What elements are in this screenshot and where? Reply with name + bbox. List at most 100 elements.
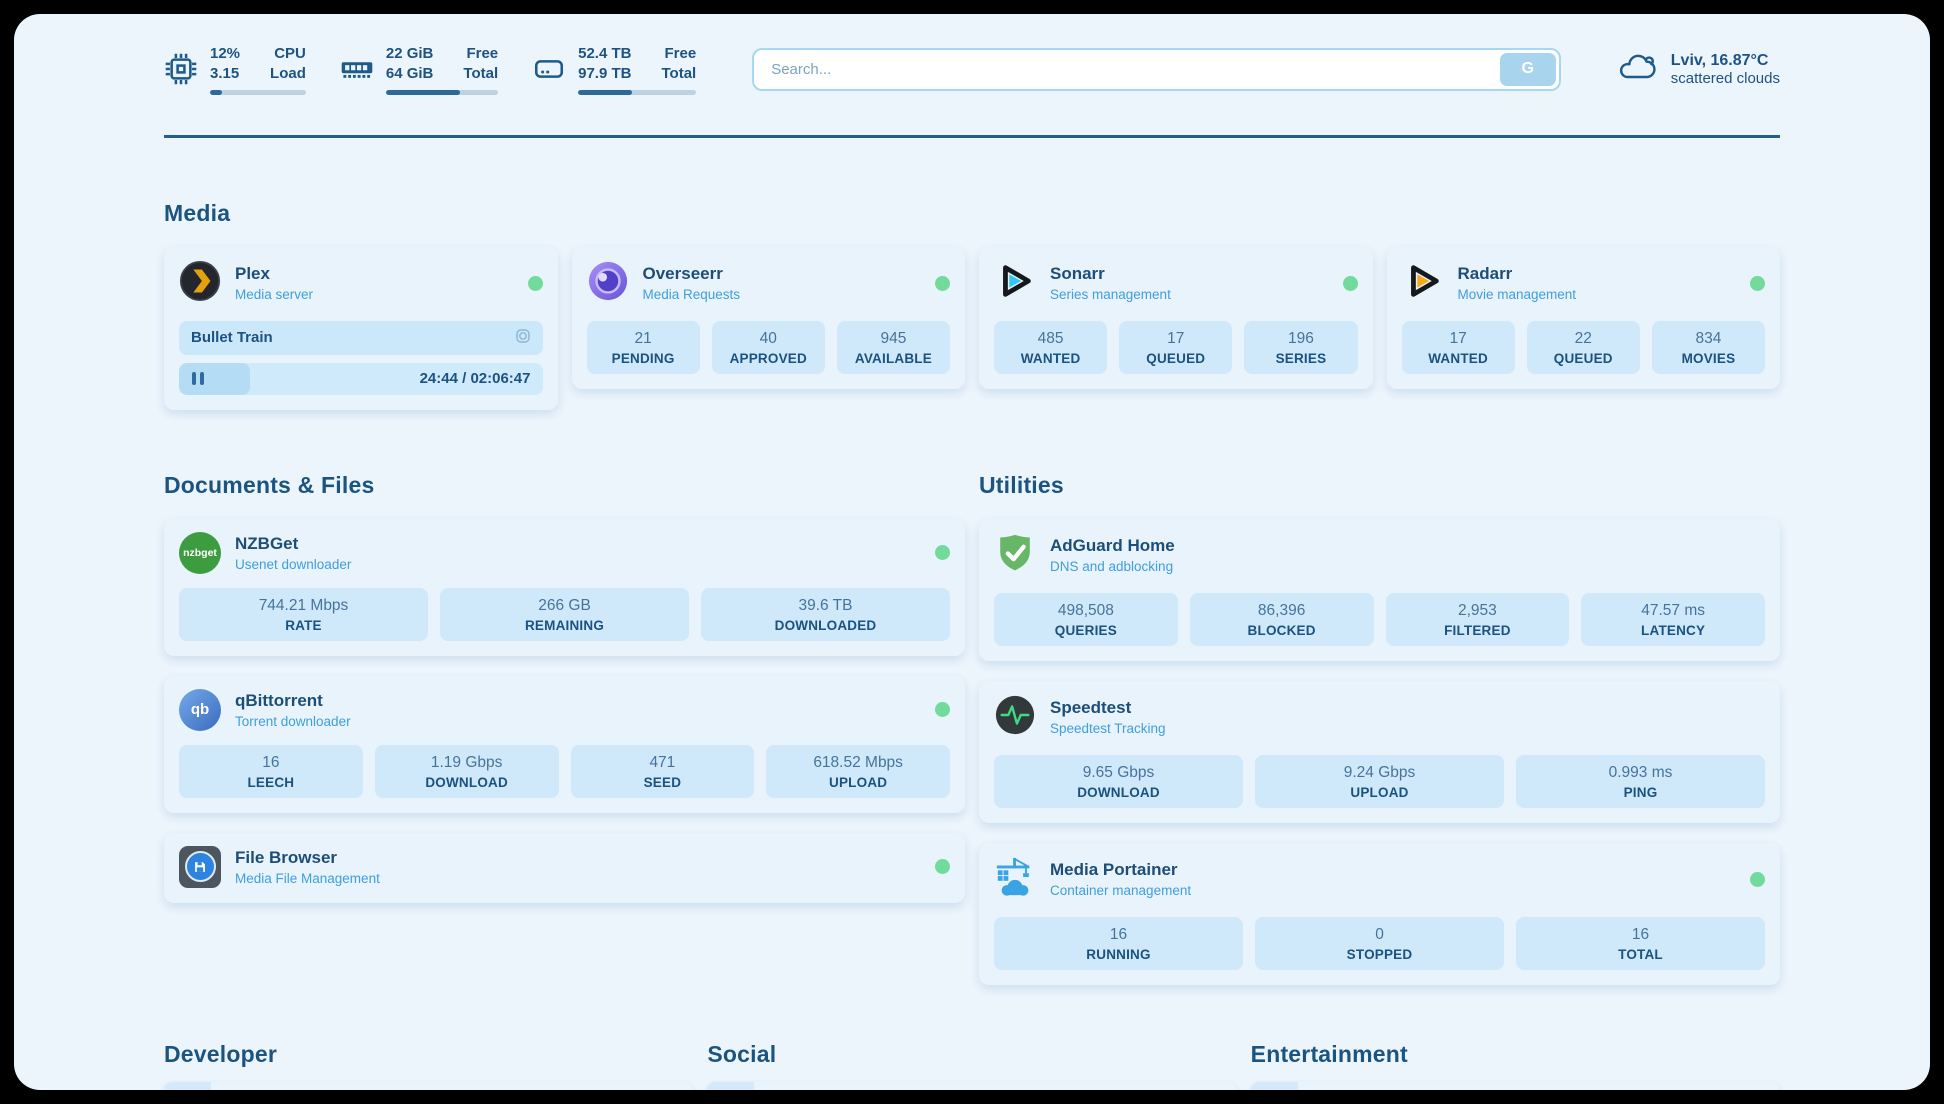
status-dot [935,275,950,291]
app-subtitle: Speedtest Tracking [1050,721,1166,736]
links-developer: Developer GH Github github.com SO StackO… [164,1041,694,1090]
adguard-icon [994,532,1036,579]
pause-icon [192,372,204,385]
status-dot [935,545,950,560]
disk-total-value: 97.9 TB [578,65,632,83]
link-youtube[interactable]: YT YouTube youtube.com [1250,1081,1780,1090]
disk-icon [532,52,566,86]
stat-pill: 16 TOTAL [1516,916,1765,970]
section-title-documents: Documents & Files [164,471,375,498]
app-name: Sonarr [1050,264,1105,283]
stat-pill: 744.21 Mbps RATE [179,587,428,641]
app-name: NZBGet [235,533,299,553]
search-bar: G [752,47,1561,91]
playback-progress-bar[interactable]: 24:44 / 02:06:47 [179,362,543,395]
app-subtitle: Series management [1050,287,1171,302]
link-linkedin[interactable]: LI LinkedIn linkedin.com [707,1081,1237,1090]
search-provider-button[interactable]: G [1499,52,1556,86]
app-card-overseerr[interactable]: Overseerr Media Requests 21 PENDING 40 A… [571,246,965,389]
cpu-load-value: 3.15 [210,65,240,83]
stat-pill: 22 QUEUED [1526,320,1640,374]
app-subtitle: Media Requests [642,287,741,302]
app-name: Plex [235,264,270,283]
cloud-icon [1617,50,1659,88]
qbittorrent-icon: qb [179,688,221,731]
weather-condition: scattered clouds [1670,69,1780,87]
app-card-plex[interactable]: Plex Media server Bullet Train [164,246,558,410]
status-dot [935,859,950,874]
stat-pill: 16 RUNNING [994,916,1243,970]
app-card-portainer[interactable]: Media Portainer Container management 16 … [979,842,1780,985]
link-abbr: LI [707,1081,755,1090]
app-name: Media Portainer [1050,860,1178,879]
ram-total-value: 64 GiB [385,65,434,83]
stat-pill: 17 QUEUED [1119,320,1233,374]
section-title-media: Media [164,199,231,226]
stat-pill: 16 LEECH [179,744,363,798]
stat-pill: 498,508 QUERIES [994,592,1178,646]
weather-location-temp: Lviv, 16.87°C [1670,51,1769,69]
app-card-speedtest[interactable]: Speedtest Speedtest Tracking 9.65 Gbps D… [979,680,1780,823]
stat-pill: 0.993 ms PING [1516,754,1765,808]
ram-icon [340,52,374,86]
media-card-grid: Plex Media server Bullet Train [164,246,1780,410]
disk-total-label: Total [661,65,697,83]
disk-progress-bar [578,89,697,95]
status-dot [527,275,543,291]
stat-pill: 39.6 TB DOWNLOADED [701,587,950,641]
disk-free-label: Free [664,45,697,62]
app-card-adguard[interactable]: AdGuard Home DNS and adblocking 498,508 … [979,518,1780,661]
radarr-icon [1402,260,1444,307]
top-bar: 12% 3.15 CPU Load [164,44,1780,95]
stat-pill: 47.57 ms LATENCY [1581,592,1765,646]
ram-progress-bar [385,89,499,95]
stat-pill: 2,953 FILTERED [1385,592,1570,646]
app-name: Overseerr [642,264,723,283]
stat-pill: 1.19 Gbps DOWNLOAD [374,744,559,798]
stat-pill: 266 GB REMAINING [440,587,689,641]
app-card-radarr[interactable]: Radarr Movie management 17 WANTED 22 QUE… [1386,246,1780,389]
app-subtitle: Torrent downloader [235,713,351,729]
now-playing-row[interactable]: Bullet Train [179,320,543,355]
ram-stat: 22 GiB 64 GiB Free Total [340,44,499,95]
section-title-social: Social [707,1040,777,1067]
stat-pill: 17 WANTED [1401,320,1515,374]
stat-pill: 834 MOVIES [1651,320,1766,374]
status-dot [1750,275,1765,291]
stat-pill: 618.52 Mbps UPLOAD [766,744,950,798]
ram-total-label: Total [463,65,499,83]
stat-pill: 40 APPROVED [711,320,825,374]
disk-free-value: 52.4 TB [578,45,632,62]
header-divider [164,134,1780,138]
app-name: qBittorrent [235,690,323,710]
stat-pill: 945 AVAILABLE [836,320,951,374]
cpu-usage-value: 12% [210,45,241,62]
link-abbr: GH [164,1081,211,1090]
cpu-label: CPU [274,45,306,62]
speedtest-icon [994,694,1036,741]
app-card-nzbget[interactable]: nzbget NZBGet Usenet downloader 744.21 M… [164,518,965,656]
stat-pill: 485 WANTED [994,320,1108,374]
ram-free-value: 22 GiB [385,45,434,62]
stat-pill: 21 PENDING [586,320,700,374]
overseerr-icon [587,260,629,307]
app-subtitle: Media File Management [235,870,380,886]
cpu-progress-bar [210,89,306,95]
link-abbr: YT [1250,1081,1298,1090]
app-card-sonarr[interactable]: Sonarr Series management 485 WANTED 17 Q… [979,246,1373,389]
sonarr-icon [994,260,1036,307]
app-card-qbittorrent[interactable]: qb qBittorrent Torrent downloader 16 LEE… [164,675,965,813]
app-subtitle: Container management [1050,883,1192,898]
stat-pill: 471 SEED [570,744,755,798]
cpu-stat: 12% 3.15 CPU Load [164,44,306,95]
app-subtitle: DNS and adblocking [1050,559,1174,574]
now-playing-title: Bullet Train [191,329,273,346]
search-input[interactable] [757,52,1500,86]
session-icon [515,328,531,348]
app-card-filebrowser[interactable]: File Browser Media File Management [164,832,965,903]
stat-pill: 9.24 Gbps UPLOAD [1255,754,1504,808]
link-github[interactable]: GH Github github.com [164,1081,694,1090]
app-subtitle: Media server [235,287,314,302]
section-title-utilities: Utilities [979,471,1064,498]
cpu-icon [164,52,198,86]
